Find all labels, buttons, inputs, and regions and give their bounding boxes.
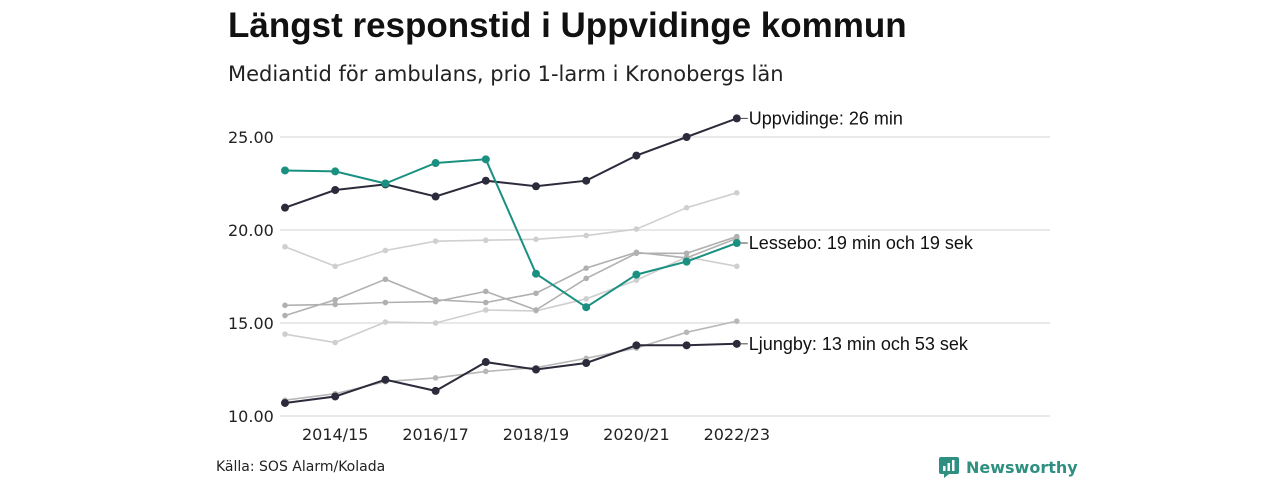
data-point bbox=[481, 358, 490, 367]
data-point bbox=[533, 290, 539, 297]
y-tick-label: 15.00 bbox=[228, 314, 274, 333]
data-point bbox=[533, 307, 539, 313]
y-tick-label: 10.00 bbox=[228, 407, 274, 426]
x-tick-label: 2020/21 bbox=[603, 425, 669, 444]
chart-subtitle: Mediantid för ambulans, prio 1-larm i Kr… bbox=[228, 62, 784, 86]
series-label: Uppvidinge: 26 min bbox=[749, 108, 903, 128]
series-label: Ljungby: 13 min och 53 sek bbox=[749, 334, 969, 354]
data-point bbox=[331, 186, 340, 195]
data-point bbox=[381, 179, 390, 188]
newsworthy-logo: Newsworthy bbox=[938, 456, 1078, 478]
data-point bbox=[481, 155, 490, 164]
data-point bbox=[582, 303, 591, 312]
data-point bbox=[282, 331, 288, 337]
data-point bbox=[732, 339, 741, 348]
data-point bbox=[583, 232, 589, 239]
data-point bbox=[683, 329, 690, 336]
source-note: Källa: SOS Alarm/Kolada bbox=[216, 459, 386, 475]
data-point bbox=[431, 192, 440, 201]
y-tick-label: 20.00 bbox=[228, 221, 274, 240]
data-point bbox=[282, 243, 288, 250]
chart-title: Längst responstid i Uppvidinge kommun bbox=[228, 6, 907, 45]
x-tick-label: 2016/17 bbox=[402, 425, 468, 444]
series-line bbox=[284, 342, 737, 404]
series-line bbox=[284, 256, 737, 344]
data-point bbox=[582, 176, 591, 185]
data-point bbox=[432, 296, 439, 303]
series-line bbox=[284, 192, 738, 268]
data-point bbox=[632, 270, 641, 279]
data-point bbox=[683, 250, 690, 257]
data-point bbox=[382, 276, 389, 283]
data-point bbox=[382, 299, 389, 306]
data-point bbox=[533, 236, 539, 243]
data-point bbox=[633, 249, 640, 256]
data-point bbox=[332, 301, 339, 308]
data-point bbox=[281, 166, 289, 175]
data-point bbox=[732, 239, 741, 248]
data-point bbox=[582, 358, 591, 367]
data-point bbox=[532, 365, 540, 374]
series-lines bbox=[284, 117, 738, 404]
data-point bbox=[682, 257, 691, 266]
data-point bbox=[532, 182, 540, 191]
data-point bbox=[683, 204, 690, 211]
series-line bbox=[284, 320, 737, 401]
data-point bbox=[483, 237, 489, 244]
data-point bbox=[282, 312, 288, 319]
data-point bbox=[331, 392, 340, 401]
x-axis-ticks: 2014/15 2016/17 2018/19 2020/21 2022/23 bbox=[302, 425, 770, 444]
data-point bbox=[382, 247, 389, 254]
data-point bbox=[332, 296, 339, 303]
y-tick-label: 25.00 bbox=[228, 128, 274, 147]
data-point bbox=[483, 307, 489, 313]
data-point bbox=[633, 277, 640, 284]
data-point bbox=[483, 368, 489, 375]
logo-text: Newsworthy bbox=[966, 457, 1078, 477]
data-point bbox=[682, 133, 691, 141]
newsworthy-chart-icon bbox=[939, 457, 959, 478]
data-point bbox=[633, 226, 640, 232]
x-tick-label: 2014/15 bbox=[302, 425, 368, 444]
data-point bbox=[432, 320, 439, 326]
data-point bbox=[483, 288, 489, 295]
data-point bbox=[583, 275, 589, 282]
x-tick-label: 2018/19 bbox=[503, 425, 569, 444]
data-point bbox=[432, 238, 439, 244]
y-axis-ticks: 10.00 15.00 20.00 25.00 bbox=[228, 128, 274, 426]
data-point bbox=[732, 114, 741, 123]
data-point bbox=[734, 190, 740, 196]
data-point bbox=[682, 341, 691, 350]
data-point bbox=[281, 203, 289, 212]
series-line bbox=[284, 237, 738, 317]
data-point bbox=[332, 263, 339, 270]
data-point bbox=[332, 339, 339, 346]
data-point bbox=[481, 176, 490, 185]
data-point bbox=[483, 299, 489, 306]
data-point bbox=[583, 296, 589, 302]
series-label: Lessebo: 19 min och 19 sek bbox=[749, 233, 974, 253]
data-point bbox=[432, 375, 439, 381]
data-point bbox=[282, 302, 288, 309]
series-line bbox=[284, 235, 738, 311]
data-point bbox=[632, 151, 641, 160]
series-points bbox=[281, 114, 741, 407]
data-point bbox=[583, 265, 589, 271]
data-point bbox=[734, 318, 740, 324]
data-point bbox=[532, 269, 540, 278]
data-point bbox=[382, 319, 389, 325]
gridlines bbox=[280, 136, 1050, 417]
data-point bbox=[381, 375, 390, 384]
data-point bbox=[431, 386, 440, 395]
data-point bbox=[632, 341, 641, 350]
series-line bbox=[284, 158, 738, 309]
x-tick-label: 2022/23 bbox=[704, 425, 770, 444]
data-point bbox=[431, 159, 440, 168]
data-point bbox=[331, 167, 340, 176]
series-labels: Uppvidinge: 26 min Lessebo: 19 min och 19… bbox=[740, 108, 974, 354]
data-point bbox=[281, 398, 289, 407]
series-line bbox=[284, 117, 738, 209]
data-point bbox=[734, 263, 740, 270]
